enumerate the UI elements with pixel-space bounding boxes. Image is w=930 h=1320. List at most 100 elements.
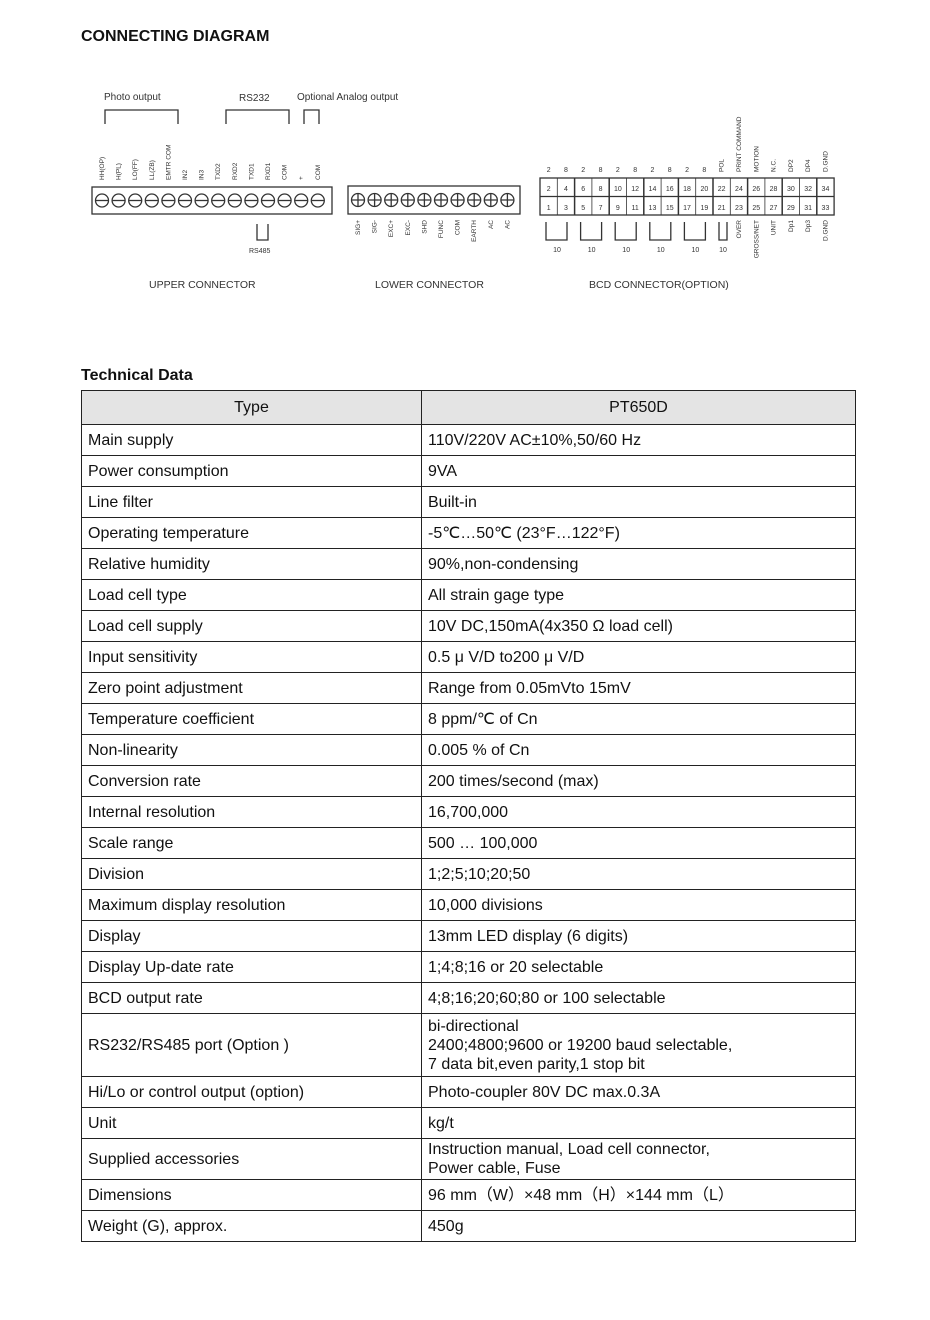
spec-value: Built-in <box>421 486 856 518</box>
table-row: RS232/RS485 port (Option ) bi-directional… <box>81 1013 856 1077</box>
pin-label: EXC+ <box>388 220 395 237</box>
bcd-top-label: 2 <box>685 167 689 174</box>
bcd-top-label: 2 <box>581 167 585 174</box>
table-row: BCD output rate 4;8;16;20;60;80 or 100 se… <box>81 982 856 1014</box>
terminal-screw-slot <box>451 194 464 206</box>
terminal-screw-slot <box>418 194 431 206</box>
pin-label: H(PL) <box>116 163 123 180</box>
bcd-top-label: 8 <box>564 167 568 174</box>
spec-value: 450g <box>421 1210 856 1242</box>
decade-bracket <box>718 222 728 241</box>
terminal-screw-icon <box>111 193 126 208</box>
terminal-screw-icon <box>310 193 325 208</box>
spec-value: 16,700,000 <box>421 796 856 828</box>
bcd-pin-number: 1 <box>547 205 551 212</box>
table-row: Scale range 500 … 100,000 <box>81 827 856 859</box>
technical-data-title: Technical Data <box>81 367 193 384</box>
pin-label: COM <box>455 220 462 235</box>
pin-label: EARTH <box>471 220 478 242</box>
table-row: Load cell supply 10V DC,150mA(4x350 Ω loa… <box>81 610 856 642</box>
pin-label: HH(OP) <box>99 157 106 180</box>
spec-name: Load cell supply <box>81 610 422 642</box>
header-type: Type <box>81 390 422 425</box>
spec-name: Supplied accessories <box>81 1138 422 1180</box>
group-label-photo: Photo output <box>104 92 161 103</box>
spec-value: 4;8;16;20;60;80 or 100 selectable <box>421 982 856 1014</box>
spec-name: Power consumption <box>81 455 422 487</box>
spec-value: 0.5 μ V/D to200 μ V/D <box>421 641 856 673</box>
spec-name: Display Up-date rate <box>81 951 422 983</box>
terminal-screw-icon <box>177 193 193 208</box>
analog-bracket <box>303 109 320 124</box>
photo-bracket <box>104 109 179 124</box>
table-row: Power consumption 9VA <box>81 455 856 487</box>
bcd-pin-number: 10 <box>614 186 622 193</box>
terminal-screw-icon <box>211 193 226 208</box>
bcd-top-label: D.GND <box>822 151 829 172</box>
bcd-pin-number: 9 <box>616 205 620 212</box>
terminal-screw-slot <box>385 194 398 206</box>
spec-value: Photo-coupler 80V DC max.0.3A <box>421 1076 856 1108</box>
table-row: Load cell type All strain gage type <box>81 579 856 611</box>
bcd-pin-number: 20 <box>700 186 708 193</box>
bcd-pin-number: 23 <box>735 205 743 212</box>
spec-value: 1;4;8;16 or 20 selectable <box>421 951 856 983</box>
bcd-pin-number: 16 <box>666 186 674 193</box>
bcd-top-label: DP2 <box>788 159 795 172</box>
terminal-screw-icon <box>350 192 366 208</box>
bcd-pin-number: 25 <box>752 205 760 212</box>
terminal-screw-icon <box>450 192 465 208</box>
table-row: Relative humidity 90%,non-condensing <box>81 548 856 580</box>
bcd-top-label: 8 <box>668 167 672 174</box>
bcd-bottom-label: Dp3 <box>805 220 812 232</box>
terminal-screw-icon <box>94 193 110 208</box>
bcd-bottom-label: OVER <box>736 220 743 239</box>
spec-value: 9VA <box>421 455 856 487</box>
pin-label: IN2 <box>182 170 189 181</box>
spec-name: Internal resolution <box>81 796 422 828</box>
spec-name: Display <box>81 920 422 952</box>
pin-label: SHD <box>421 220 428 234</box>
bcd-pin-number: 14 <box>649 186 657 193</box>
pin-label: EMTR COM <box>165 145 172 180</box>
spec-name: Zero point adjustment <box>81 672 422 704</box>
bcd-pin-number: 33 <box>822 205 830 212</box>
table-row: Conversion rate 200 times/second (max) <box>81 765 856 797</box>
rs485-bracket <box>256 224 269 241</box>
spec-value: -5℃…50℃ (23°F…122°F) <box>421 517 856 549</box>
spec-value: Range from 0.05mVto 15mV <box>421 672 856 704</box>
bcd-top-label: 2 <box>616 167 620 174</box>
table-row: Hi/Lo or control output (option) Photo-co… <box>81 1076 856 1108</box>
spec-name: Relative humidity <box>81 548 422 580</box>
terminal-screw-slot <box>368 194 381 206</box>
pin-label: LO(FF) <box>132 159 139 180</box>
spec-name: Conversion rate <box>81 765 422 797</box>
table-row: Zero point adjustment Range from 0.05mVto… <box>81 672 856 704</box>
bcd-top-label: 8 <box>702 167 706 174</box>
decade-label: 10 <box>719 247 727 254</box>
connecting-diagram: HH(OP) H(PL) LO(FF) LL(ZB) EMTR COM IN2 IN3 TXD… <box>91 92 835 291</box>
spec-value: bi-directional 2400;4800;9600 or 19200 b… <box>421 1013 856 1077</box>
table-row: Display Up-date rate 1;4;8;16 or 20 selec… <box>81 951 856 983</box>
bcd-top-label: 2 <box>650 167 654 174</box>
spec-value: 500 … 100,000 <box>421 827 856 859</box>
rs232-bracket <box>225 109 290 124</box>
bcd-bottom-label: GROSS/NET <box>753 220 760 258</box>
bcd-pin-number: 5 <box>581 205 585 212</box>
pin-label: LL(ZB) <box>149 160 156 180</box>
spec-name: Division <box>81 858 422 890</box>
decade-label: 10 <box>622 247 630 254</box>
spec-name: Load cell type <box>81 579 422 611</box>
terminal-screw-icon <box>417 192 432 208</box>
terminal-screw-icon <box>500 192 515 208</box>
table-row: Weight (G), approx. 450g <box>81 1210 856 1242</box>
bcd-pin-number: 15 <box>666 205 674 212</box>
spec-name: Main supply <box>81 424 422 456</box>
spec-name: Operating temperature <box>81 517 422 549</box>
bcd-pin-number: 8 <box>599 186 603 193</box>
decade-bracket <box>683 222 707 241</box>
spec-name: Non-linearity <box>81 734 422 766</box>
decade-bracket <box>649 222 672 241</box>
bcd-pin-number: 11 <box>632 205 639 212</box>
